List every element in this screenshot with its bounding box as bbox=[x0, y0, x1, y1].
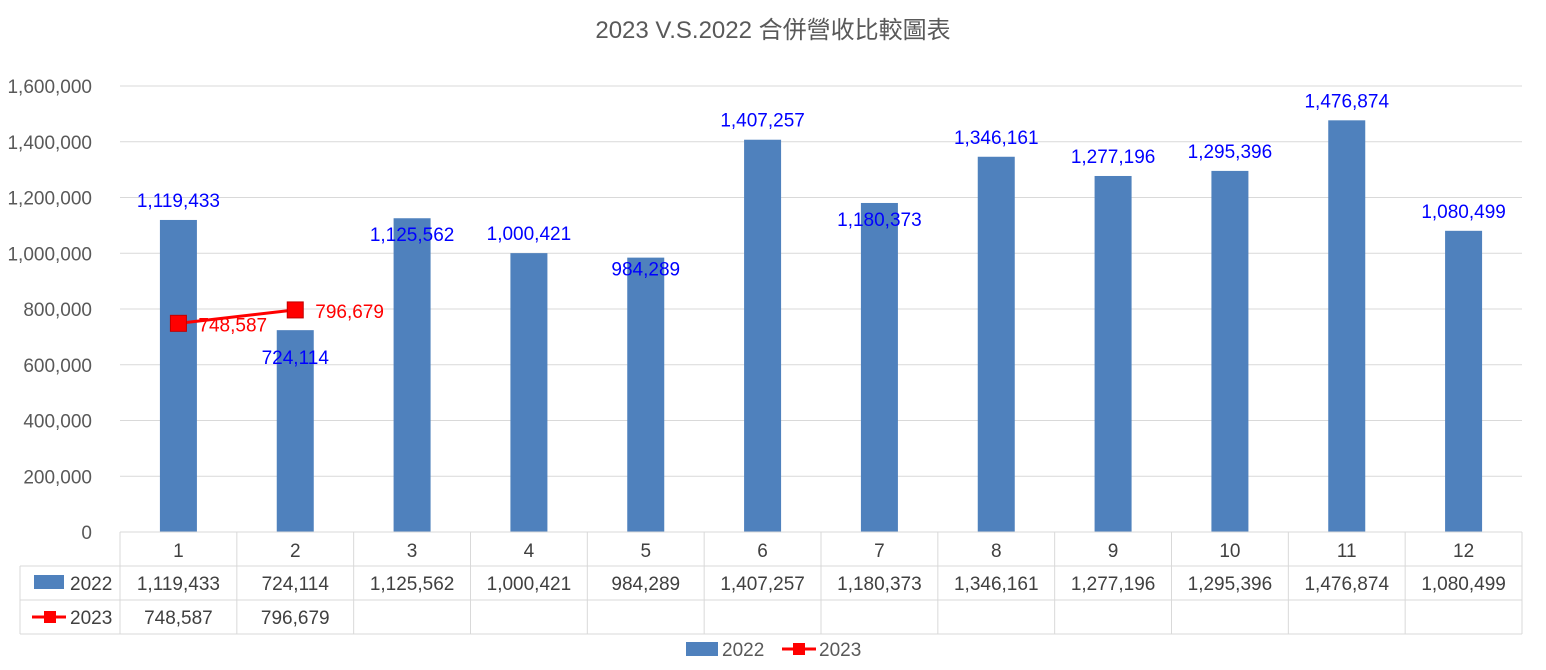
category-label: 12 bbox=[1453, 541, 1474, 562]
y-tick-label: 1,600,000 bbox=[7, 77, 92, 98]
bar-2022-8 bbox=[977, 156, 1015, 532]
table-cell-2023: 748,587 bbox=[144, 608, 213, 629]
bar-2022-10 bbox=[1211, 170, 1249, 532]
data-label-2022: 1,125,562 bbox=[370, 225, 455, 246]
bar-2022-1 bbox=[159, 219, 197, 532]
y-axis-ticks: 0 200,000 400,000 600,000 800,000 1,000,000 1,… bbox=[7, 77, 92, 544]
data-label-2022: 724,114 bbox=[262, 348, 330, 369]
category-label: 3 bbox=[407, 541, 418, 562]
legend-label-2022: 2022 bbox=[722, 640, 764, 661]
bar-2022-9 bbox=[1094, 175, 1132, 532]
data-label-2022: 1,476,874 bbox=[1304, 91, 1389, 112]
category-label: 11 bbox=[1337, 541, 1357, 562]
data-label-2023: 796,679 bbox=[315, 302, 384, 323]
data-label-2022: 984,289 bbox=[611, 260, 680, 281]
bar-2022-3 bbox=[393, 218, 431, 533]
category-label: 10 bbox=[1219, 541, 1240, 562]
y-tick-label: 0 bbox=[81, 523, 92, 544]
y-tick-label: 400,000 bbox=[23, 412, 92, 433]
table-cell-2022: 1,125,562 bbox=[370, 574, 455, 595]
category-label: 4 bbox=[524, 541, 535, 562]
table-series-2022: 2022 bbox=[70, 574, 112, 595]
marker-2023-2 bbox=[286, 301, 304, 319]
category-label: 1 bbox=[173, 541, 184, 562]
table-cell-2022: 1,180,373 bbox=[837, 574, 922, 595]
table-key-2022 bbox=[34, 575, 64, 589]
table-cell-2022: 1,407,257 bbox=[720, 574, 805, 595]
data-label-2022: 1,407,257 bbox=[720, 111, 805, 132]
bar-2022-11 bbox=[1328, 120, 1366, 532]
category-label: 5 bbox=[640, 541, 651, 562]
legend-label-2023: 2023 bbox=[819, 640, 861, 661]
data-label-2023: 748,587 bbox=[198, 315, 267, 336]
bar-2022-5 bbox=[627, 257, 665, 532]
category-label: 9 bbox=[1108, 541, 1119, 562]
data-label-2022: 1,080,499 bbox=[1421, 202, 1506, 223]
data-label-2022: 1,295,396 bbox=[1188, 142, 1273, 163]
table-cell-2022: 1,277,196 bbox=[1071, 574, 1156, 595]
data-label-2022: 1,180,373 bbox=[837, 210, 922, 231]
bar-2022-6 bbox=[744, 139, 782, 532]
y-tick-label: 1,000,000 bbox=[7, 244, 92, 265]
y-tick-label: 600,000 bbox=[23, 356, 92, 377]
data-label-2022: 1,277,196 bbox=[1071, 147, 1156, 168]
gridlines bbox=[120, 85, 1522, 533]
table-cell-2023: 796,679 bbox=[261, 608, 330, 629]
legend-key-2022 bbox=[686, 642, 718, 656]
bar-2022-7 bbox=[860, 202, 898, 533]
marker-2023-1 bbox=[169, 314, 187, 332]
y-tick-label: 1,200,000 bbox=[7, 189, 92, 210]
y-tick-label: 800,000 bbox=[23, 300, 92, 321]
category-label: 7 bbox=[874, 541, 885, 562]
table-cell-2022: 1,476,874 bbox=[1304, 574, 1389, 595]
table-cell-2022: 724,114 bbox=[262, 574, 330, 595]
table-series-2023: 2023 bbox=[70, 608, 112, 629]
legend: 2022 2023 bbox=[686, 640, 861, 661]
data-label-2022: 1,000,421 bbox=[487, 224, 572, 245]
line-2023 bbox=[178, 308, 296, 325]
y-tick-label: 1,400,000 bbox=[7, 133, 92, 154]
bar-2022-4 bbox=[510, 253, 548, 533]
bar-2022-2 bbox=[276, 330, 314, 532]
data-label-2022: 1,346,161 bbox=[954, 128, 1039, 149]
table-cell-2022: 984,289 bbox=[611, 574, 680, 595]
table-key-2023-marker bbox=[44, 611, 56, 623]
y-tick-label: 200,000 bbox=[23, 467, 92, 488]
table-cell-2022: 1,295,396 bbox=[1188, 574, 1273, 595]
category-label: 6 bbox=[757, 541, 768, 562]
table-cell-2022: 1,119,433 bbox=[137, 574, 220, 595]
series-2022-bars bbox=[159, 120, 1483, 533]
series-2023-line bbox=[169, 301, 304, 332]
data-labels: 1,119,433 724,114 1,125,562 1,000,421 984,28… bbox=[137, 91, 1506, 369]
legend-key-2023-marker bbox=[793, 643, 805, 655]
chart-title: 2023 V.S.2022 合併營收比較圖表 bbox=[595, 17, 950, 44]
category-label: 8 bbox=[991, 541, 1002, 562]
category-label: 2 bbox=[290, 541, 301, 562]
table-cell-2022: 1,346,161 bbox=[954, 574, 1039, 595]
bar-2022-12 bbox=[1445, 230, 1483, 532]
table-cell-2022: 1,000,421 bbox=[487, 574, 572, 595]
data-label-2022: 1,119,433 bbox=[137, 191, 220, 212]
table-cell-2022: 1,080,499 bbox=[1421, 574, 1506, 595]
